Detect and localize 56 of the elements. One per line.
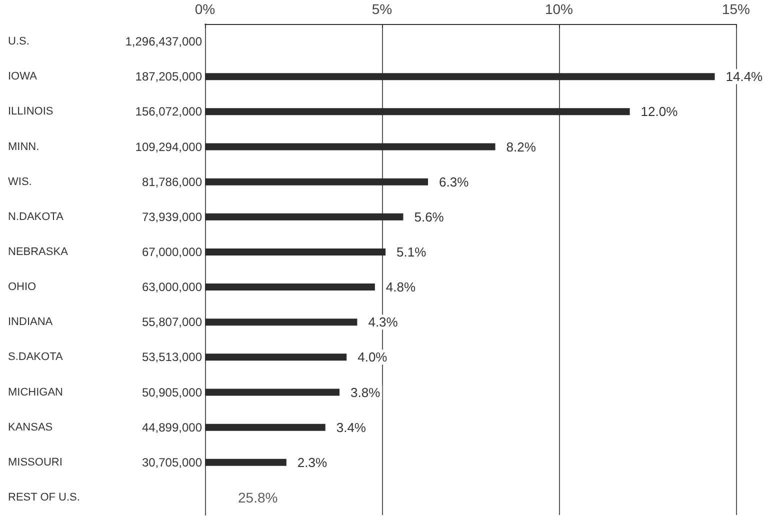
y-tick-label: INDIANA bbox=[8, 316, 54, 328]
bar bbox=[205, 213, 404, 220]
bar bbox=[205, 108, 630, 116]
data-label: 5.6% bbox=[414, 209, 444, 224]
text: 73,939,000 bbox=[142, 210, 202, 224]
y-tick-label: ILLINOIS bbox=[8, 106, 54, 118]
y-tick-label: REST OF U.S. bbox=[8, 491, 80, 504]
y-tick-label: KANSAS bbox=[8, 421, 53, 434]
y-tick-label: S.DAKOTA bbox=[8, 351, 64, 364]
x2-tick-label: 0% bbox=[194, 1, 216, 17]
x2-tick-label: 5% bbox=[372, 1, 392, 17]
text: 44,899,000 bbox=[142, 420, 202, 434]
data-label: 4.0% bbox=[358, 350, 388, 365]
text: 63,000,000 bbox=[142, 280, 202, 294]
text: 156,072,000 bbox=[135, 104, 202, 119]
bar bbox=[205, 284, 375, 291]
data-label: 3.8% bbox=[350, 384, 381, 400]
data-label: 4.3% bbox=[368, 314, 398, 330]
data-label: 6.3% bbox=[439, 174, 470, 190]
y-tick-label: WIS. bbox=[8, 176, 32, 188]
data-label: 14.4% bbox=[726, 69, 764, 84]
text: 1,296,437,000 bbox=[125, 34, 202, 49]
text: 55,807,000 bbox=[142, 315, 202, 330]
y-tick-label: U.S. bbox=[8, 36, 30, 48]
y-tick-label: NEBRASKA bbox=[8, 246, 69, 258]
bar bbox=[205, 73, 715, 80]
y-tick-label: MISSOURI bbox=[8, 456, 62, 468]
bar bbox=[205, 318, 358, 326]
bar bbox=[205, 248, 386, 256]
bar bbox=[205, 458, 286, 466]
data-label: 3.4% bbox=[336, 420, 366, 435]
text: 50,905,000 bbox=[142, 385, 202, 400]
data-label: 12.0% bbox=[640, 104, 678, 120]
bar bbox=[205, 354, 347, 361]
data-label: 8.2% bbox=[506, 139, 536, 154]
y-tick-label: MINN. bbox=[8, 140, 40, 153]
data-label: 2.3% bbox=[297, 454, 328, 470]
text: 187,205,000 bbox=[135, 70, 202, 84]
x2-tick-label: 10% bbox=[544, 1, 574, 17]
text: 81,786,000 bbox=[142, 174, 202, 189]
y-tick-label: OHIO bbox=[8, 281, 37, 294]
y-tick-label: N.DAKOTA bbox=[8, 210, 64, 223]
data-label: 5.1% bbox=[396, 244, 427, 260]
text: 25.8% bbox=[238, 489, 278, 506]
text: 109,294,000 bbox=[135, 140, 202, 154]
x2-tick-label: 15% bbox=[722, 1, 750, 17]
bar bbox=[205, 143, 496, 150]
data-label: 4.8% bbox=[386, 280, 416, 295]
bar bbox=[205, 424, 326, 431]
y-tick-label: MICHIGAN bbox=[8, 386, 64, 398]
text: 67,000,000 bbox=[142, 244, 202, 259]
text: 30,705,000 bbox=[142, 455, 202, 470]
bar bbox=[205, 388, 340, 396]
bar bbox=[205, 178, 428, 186]
y-tick-label: IOWA bbox=[8, 70, 38, 83]
text: 53,513,000 bbox=[142, 350, 202, 364]
